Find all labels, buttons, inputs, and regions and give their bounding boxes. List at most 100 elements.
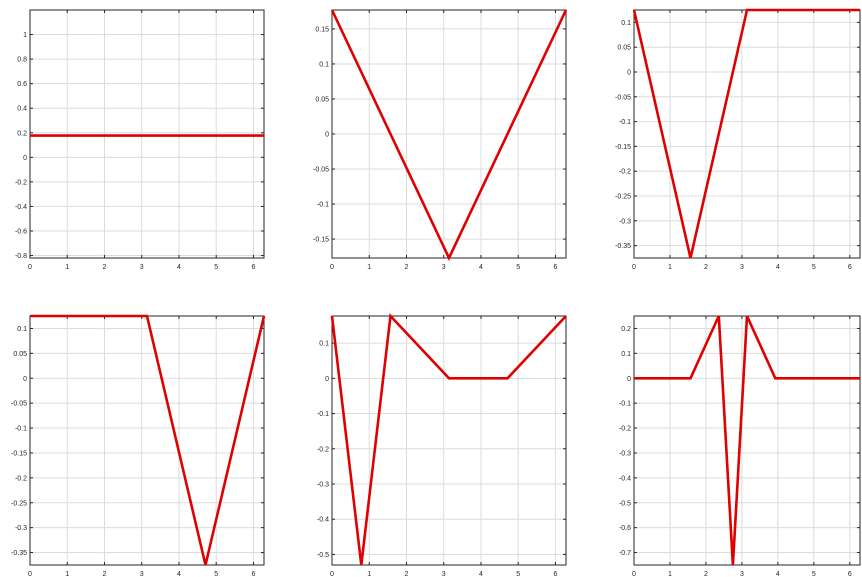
y-tick-label: -0.6 [619, 525, 631, 532]
x-tick-label: 4 [776, 571, 780, 577]
y-tick-label: -0.5 [317, 552, 329, 559]
y-tick-label: 0 [325, 132, 329, 139]
x-tick-label: 1 [668, 264, 672, 271]
x-tick-label: 2 [103, 571, 107, 577]
y-tick-label: -0.8 [15, 253, 27, 260]
y-tick-label: -0.05 [615, 94, 631, 101]
x-tick-label: 2 [103, 264, 107, 271]
x-tick-label: 5 [812, 571, 816, 577]
x-tick-label: 3 [140, 571, 144, 577]
x-tick-label: 5 [516, 264, 520, 271]
x-tick-label: 4 [177, 264, 181, 271]
series-line [632, 8, 860, 259]
y-tick-label: -0.05 [313, 167, 329, 174]
y-tick-label: 0.15 [315, 26, 329, 33]
y-tick-label: 0.1 [319, 341, 329, 348]
x-tick-label: 5 [812, 264, 816, 271]
x-tick-label: 3 [740, 264, 744, 271]
y-tick-label: -0.1 [317, 411, 329, 418]
y-tick-label: -0.4 [15, 204, 27, 211]
x-tick-label: 2 [405, 264, 409, 271]
x-tick-label: 0 [28, 571, 32, 577]
x-tick-label: 3 [740, 571, 744, 577]
y-tick-label: 0 [627, 376, 631, 383]
y-tick-label: 0 [325, 376, 329, 383]
y-tick-label: 1 [23, 32, 27, 39]
y-tick-label: -0.6 [15, 228, 27, 235]
y-tick-label: -0.2 [15, 179, 27, 186]
series-line [634, 315, 860, 566]
y-tick-label: 0.1 [621, 351, 631, 358]
axes-frame [29, 9, 265, 259]
y-tick-label: -0.2 [317, 446, 329, 453]
x-tick-label: 6 [848, 571, 852, 577]
y-tick-label: -0.2 [619, 426, 631, 433]
x-tick-label: 3 [442, 571, 446, 577]
axes-frame [331, 315, 567, 566]
subplot-5: 0 1 2 3 4 5 6 -0.5 -0.4 -0.3 -0.2 -0.1 0 0.1 [317, 313, 567, 577]
y-tick-label: 0.1 [621, 20, 631, 27]
y-tick-label: -0.25 [11, 500, 27, 507]
x-tick-label: 6 [251, 264, 255, 271]
y-tick-label: 0.2 [17, 130, 27, 137]
y-tick-label: -0.3 [15, 525, 27, 532]
y-tick-label: 0.05 [617, 45, 631, 52]
y-tick-label: -0.1 [619, 119, 631, 126]
y-tick-label: 0.1 [17, 326, 27, 333]
x-tick-label: 6 [251, 571, 255, 577]
y-tick-label: -0.35 [615, 243, 631, 250]
x-tick-label: 1 [367, 264, 371, 271]
subplot-6: 0 1 2 3 4 5 6 -0.7 -0.6 -0.5 -0.4 -0.3 -0.2 -0.1 0 0.1 0… [619, 315, 861, 577]
y-tick-label: 0 [23, 376, 27, 383]
series-line [30, 314, 266, 566]
x-tick-label: 2 [405, 571, 409, 577]
x-tick-label: 3 [442, 264, 446, 271]
y-tick-label: -0.7 [619, 550, 631, 557]
x-tick-label: 2 [704, 571, 708, 577]
y-tick-label: 0.05 [315, 96, 329, 103]
x-tick-label: 1 [367, 571, 371, 577]
y-tick-label: -0.1 [619, 401, 631, 408]
y-tick-label: -0.15 [615, 144, 631, 151]
y-tick-label: -0.15 [11, 450, 27, 457]
x-tick-label: 4 [479, 571, 483, 577]
y-tick-label: -0.2 [619, 169, 631, 176]
x-tick-label: 4 [776, 264, 780, 271]
y-tick-label: -0.3 [317, 481, 329, 488]
x-tick-label: 0 [330, 264, 334, 271]
y-tick-label: 0.2 [621, 326, 631, 333]
y-tick-label: -0.2 [15, 475, 27, 482]
y-tick-label: 0 [627, 70, 631, 77]
y-tick-label: -0.1 [317, 202, 329, 209]
series-line [330, 9, 568, 262]
y-tick-label: -0.1 [15, 426, 27, 433]
series-line [330, 313, 567, 566]
x-tick-label: 6 [553, 264, 557, 271]
x-tick-label: 0 [330, 571, 334, 577]
subplot-1: 0 1 2 3 4 5 6 -0.8 -0.6 -0.4 -0.2 0 0.2 0.4 0.6 0.8 1 [15, 9, 265, 271]
x-tick-label: 0 [632, 571, 636, 577]
subplot-4: 0 1 2 3 4 5 6 -0.35 -0.3 -0.25 -0.2 -0.15 -0.1 -0.05 0… [11, 314, 266, 577]
y-tick-label: 0.6 [17, 81, 27, 88]
y-tick-label: -0.3 [619, 218, 631, 225]
y-tick-label: -0.05 [11, 401, 27, 408]
y-tick-label: -0.15 [313, 237, 329, 244]
subplot-3: 0 1 2 3 4 5 6 -0.35 -0.3 -0.25 -0.2 -0.15 -0.1 -0.05 0… [615, 8, 861, 271]
x-tick-label: 6 [848, 264, 852, 271]
x-tick-label: 0 [28, 264, 32, 271]
y-tick-label: -0.4 [619, 475, 631, 482]
x-tick-label: 5 [214, 264, 218, 271]
y-tick-label: 0 [23, 155, 27, 162]
y-tick-label: -0.5 [619, 500, 631, 507]
subplot-2: 0 1 2 3 4 5 6 -0.15 -0.1 -0.05 0 0.05 0.1 0.15 [313, 9, 568, 271]
x-tick-label: 1 [668, 571, 672, 577]
x-tick-label: 4 [479, 264, 483, 271]
x-tick-label: 0 [632, 264, 636, 271]
x-tick-label: 3 [140, 264, 144, 271]
x-tick-label: 2 [704, 264, 708, 271]
x-tick-label: 4 [177, 571, 181, 577]
x-tick-label: 1 [65, 264, 69, 271]
y-tick-label: -0.35 [11, 550, 27, 557]
x-tick-label: 1 [65, 571, 69, 577]
